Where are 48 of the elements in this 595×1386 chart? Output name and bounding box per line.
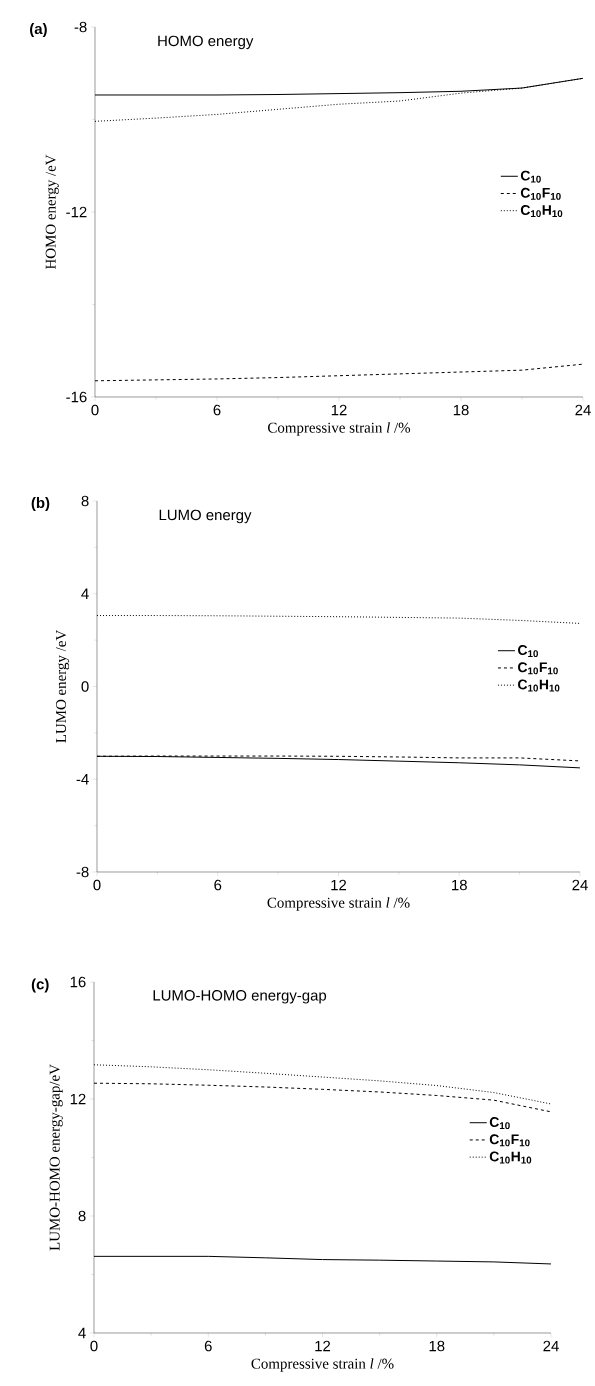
- y-tick-label: 8: [81, 495, 89, 507]
- legend-label: C$_{10}$: [490, 1117, 510, 1130]
- x-tick-label: 0: [90, 1340, 98, 1352]
- x-tick-label: 6: [214, 879, 222, 891]
- x-tick-label: 12: [331, 879, 347, 891]
- text: (b): [31, 497, 50, 512]
- legend-label: C$_{10}$F$_{10}$: [490, 1134, 530, 1147]
- x-axis-title: Compressive strain l /%: [268, 422, 411, 436]
- legend-label: C$_{10}$H$_{10}$: [490, 1151, 532, 1164]
- y-tick-label: 12: [70, 1093, 86, 1105]
- x-tick-label: 24: [572, 879, 589, 891]
- y-tick-label: 4: [81, 588, 89, 599]
- y-tick-label: -16: [66, 391, 87, 403]
- text: (a): [30, 23, 47, 38]
- y-tick-label: -8: [74, 21, 87, 33]
- y-axis-title: LUMO-HOMO energy-gap/eV: [49, 1064, 63, 1251]
- x-tick-label: 18: [452, 879, 468, 891]
- y-tick-label: -8: [76, 866, 89, 878]
- x-tick-label: 24: [543, 1340, 560, 1352]
- legend-label: C$_{10}$F$_{10}$: [518, 662, 559, 675]
- x-tick-label: 12: [315, 1340, 331, 1352]
- legend-label: C$_{10}$H$_{10}$: [518, 679, 560, 692]
- x-tick-label: 24: [575, 404, 592, 416]
- x-axis-title: Compressive strain l /%: [267, 897, 410, 911]
- legend-label: C$_{10}$: [518, 645, 539, 658]
- y-axis-title: LUMO energy /eV: [56, 629, 70, 743]
- legend-label: C$_{10}$H$_{10}$: [521, 205, 563, 218]
- x-tick-label: 0: [93, 879, 101, 891]
- x-tick-label: 0: [91, 404, 99, 416]
- y-tick-label: 8: [78, 1210, 86, 1222]
- text: LUMO energy: [159, 509, 252, 524]
- x-tick-label: 6: [213, 404, 221, 416]
- y-tick-label: 0: [81, 681, 89, 692]
- text: HOMO energy: [158, 35, 254, 50]
- y-tick-label: -12: [66, 206, 87, 218]
- legend-label: C$_{10}$F$_{10}$: [521, 187, 561, 200]
- text: (c): [32, 978, 49, 993]
- y-tick-label: 4: [78, 1327, 86, 1339]
- y-axis-title: HOMO energy /eV: [45, 154, 59, 270]
- y-tick-label: -4: [76, 774, 89, 785]
- chart-title: LUMO-HOMO energy-gap: [153, 990, 327, 1004]
- x-tick-label: 12: [332, 404, 347, 416]
- y-tick-label: 16: [70, 976, 86, 988]
- x-tick-label: 6: [205, 1340, 212, 1352]
- legend-label: C$_{10}$: [521, 170, 542, 183]
- x-tick-label: 18: [454, 404, 469, 416]
- x-tick-label: 18: [429, 1340, 445, 1352]
- x-axis-title: Compressive strain l /%: [251, 1358, 394, 1372]
